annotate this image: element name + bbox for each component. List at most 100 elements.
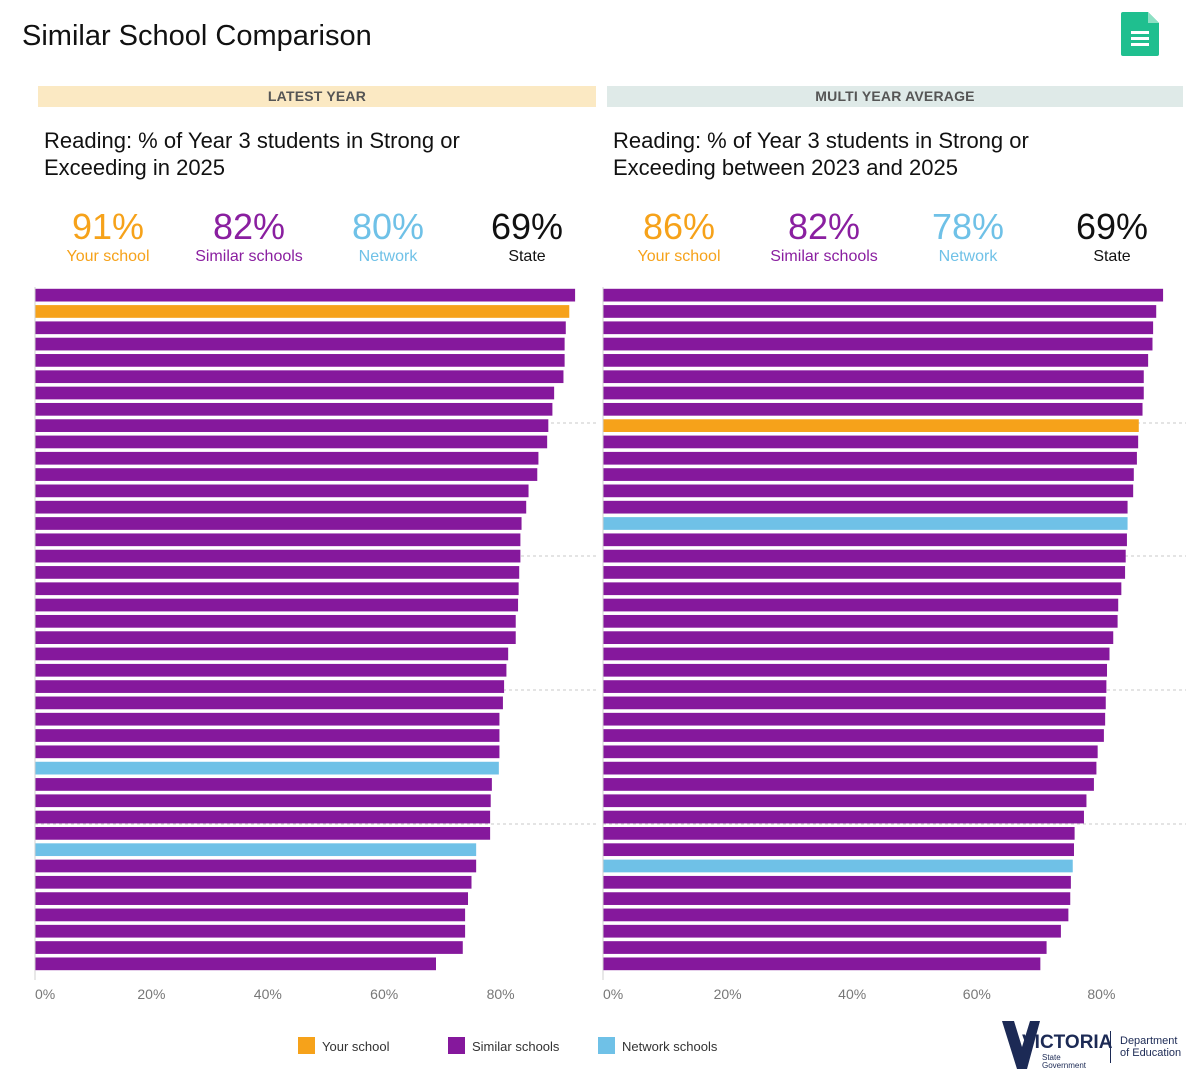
bar-similar bbox=[35, 647, 509, 661]
bar-similar bbox=[603, 875, 1071, 889]
stat-network: 78% Network bbox=[893, 206, 1043, 266]
stat-your-school: 86% Your school bbox=[604, 206, 754, 266]
bar-similar bbox=[35, 924, 466, 938]
bar-similar bbox=[603, 761, 1097, 775]
bar-similar bbox=[35, 386, 555, 400]
legend-item-your-school: Your school bbox=[298, 1037, 389, 1054]
legend-label: Your school bbox=[322, 1039, 390, 1054]
bar-network bbox=[35, 761, 499, 775]
bar-similar bbox=[35, 614, 516, 628]
bar-similar bbox=[35, 419, 549, 432]
bar-similar bbox=[35, 337, 565, 351]
bar-similar bbox=[35, 859, 477, 873]
panel-title-multi-year: Reading: % of Year 3 students in Strong … bbox=[613, 128, 1029, 180]
bar-similar bbox=[603, 631, 1114, 645]
stat-value: 91% bbox=[71, 206, 145, 247]
bar-similar bbox=[603, 745, 1098, 759]
bar-network bbox=[603, 517, 1128, 530]
bar-similar bbox=[35, 875, 472, 889]
bar-similar bbox=[35, 549, 521, 563]
document-icon[interactable] bbox=[1121, 12, 1159, 56]
x-tick-label: 60% bbox=[370, 986, 398, 1002]
legend-swatch bbox=[448, 1037, 465, 1054]
bar-similar bbox=[35, 533, 521, 547]
bar-similar bbox=[603, 484, 1134, 498]
bar-similar bbox=[35, 631, 516, 645]
stat-label: Network bbox=[358, 248, 418, 265]
bar-similar bbox=[35, 892, 469, 905]
bar-similar bbox=[603, 451, 1137, 465]
bar-similar bbox=[603, 794, 1087, 808]
x-tick-label: 60% bbox=[963, 986, 991, 1002]
bar-similar bbox=[603, 778, 1094, 791]
bar-similar bbox=[35, 468, 538, 481]
stat-label: State bbox=[508, 248, 546, 265]
bar-similar bbox=[603, 288, 1164, 302]
bar-similar bbox=[603, 712, 1106, 726]
bar-similar bbox=[603, 729, 1104, 742]
bar-similar bbox=[603, 696, 1106, 710]
bar-similar bbox=[603, 598, 1119, 612]
stat-your-school: 91% Your school bbox=[33, 206, 183, 266]
stat-value: 82% bbox=[212, 206, 286, 247]
x-tick-label: 80% bbox=[1087, 986, 1115, 1002]
bar-similar bbox=[603, 500, 1128, 514]
logo-sub1: State bbox=[1042, 1053, 1061, 1062]
bar-similar bbox=[35, 354, 565, 367]
bar-similar bbox=[35, 941, 463, 954]
bar-similar bbox=[603, 924, 1061, 938]
bar-similar bbox=[35, 582, 519, 596]
panel-header-multi-year: MULTI YEAR AVERAGE bbox=[607, 86, 1183, 107]
legend-label: Similar schools bbox=[472, 1039, 560, 1054]
victoria-government-logo: VICTORIA State Government Department of … bbox=[1002, 1021, 1181, 1070]
x-tick-label: 80% bbox=[487, 986, 515, 1002]
bar-similar bbox=[603, 663, 1108, 677]
bar-network bbox=[603, 859, 1073, 873]
bar-similar bbox=[35, 712, 500, 726]
legend-swatch bbox=[298, 1037, 315, 1054]
bar-similar bbox=[35, 402, 553, 416]
bar-similar bbox=[603, 435, 1139, 449]
bar-similar bbox=[35, 794, 491, 808]
bar-similar bbox=[35, 810, 491, 824]
logo-dept1: Department bbox=[1120, 1035, 1177, 1047]
page-title: Similar School Comparison bbox=[22, 20, 372, 52]
bar-your bbox=[603, 419, 1139, 432]
stat-similar-schools: 82% Similar schools bbox=[749, 206, 899, 266]
bar-similar bbox=[35, 288, 576, 302]
panel-title-latest-year: Reading: % of Year 3 students in Strong … bbox=[44, 128, 460, 180]
stat-value: 80% bbox=[351, 206, 425, 247]
logo-word: VICTORIA bbox=[1022, 1032, 1113, 1053]
stat-state: 69% State bbox=[452, 206, 602, 266]
stat-label: Similar schools bbox=[195, 248, 303, 265]
bar-similar bbox=[35, 598, 519, 612]
bar-similar bbox=[603, 957, 1041, 971]
stat-value: 69% bbox=[490, 206, 564, 247]
bar-similar bbox=[603, 321, 1154, 335]
bar-your bbox=[35, 305, 570, 318]
x-tick-label: 20% bbox=[714, 986, 742, 1002]
legend-swatch bbox=[598, 1037, 615, 1054]
bar-similar bbox=[603, 827, 1075, 840]
bar-similar bbox=[603, 810, 1084, 824]
bar-similar bbox=[603, 647, 1110, 661]
bar-similar bbox=[35, 778, 492, 791]
x-tick-label: 0% bbox=[35, 986, 55, 1002]
stat-value: 82% bbox=[787, 206, 861, 247]
bar-similar bbox=[35, 696, 503, 710]
stat-label: Your school bbox=[637, 248, 721, 265]
bar-similar bbox=[35, 663, 507, 677]
bar-similar bbox=[35, 321, 566, 335]
stat-value: 69% bbox=[1075, 206, 1149, 247]
bar-similar bbox=[603, 582, 1122, 596]
bar-similar bbox=[35, 908, 466, 922]
stat-network: 80% Network bbox=[313, 206, 463, 266]
stat-value: 86% bbox=[642, 206, 716, 247]
bar-similar bbox=[603, 941, 1047, 954]
bar-similar bbox=[603, 402, 1143, 416]
stat-value: 78% bbox=[931, 206, 1005, 247]
legend-label: Network schools bbox=[622, 1039, 718, 1054]
bar-similar bbox=[35, 451, 539, 465]
bar-similar bbox=[603, 614, 1118, 628]
